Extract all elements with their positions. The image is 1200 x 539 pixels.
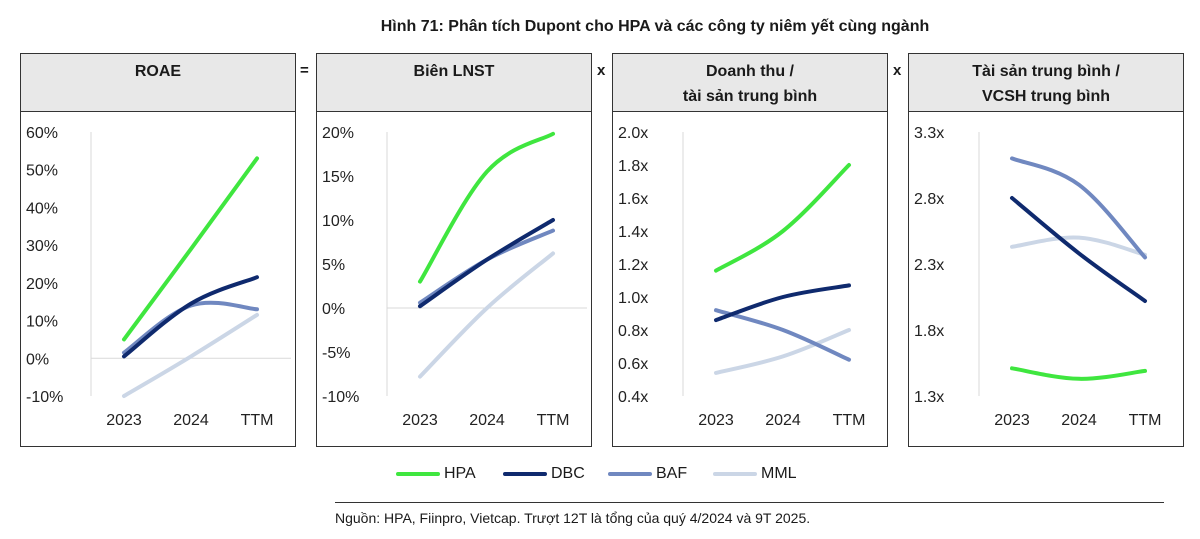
y-tick-label: 10% — [322, 213, 354, 230]
legend-label: HPA — [444, 465, 476, 482]
y-tick-label: 1.4x — [618, 224, 648, 241]
legend-swatch — [608, 472, 652, 476]
y-tick-label: 1.3x — [914, 389, 944, 406]
figure-title: Hình 71: Phân tích Dupont cho HPA và các… — [380, 18, 930, 35]
legend-item-mml: MML — [713, 462, 797, 486]
legend-item-dbc: DBC — [503, 462, 585, 486]
y-tick-label: -10% — [26, 389, 63, 406]
legend-item-hpa: HPA — [396, 462, 476, 486]
leverage-panel: Tài sản trung bình / VCSH trung bình 3.3… — [908, 53, 1184, 447]
y-tick-label: 5% — [322, 257, 345, 274]
net-margin-panel: Biên LNST 20% 15% 10% 5% 0% -5% -10% 2023 2024 TT… — [316, 53, 592, 447]
y-tick-label: 1.8x — [914, 323, 944, 340]
asset-turnover-chart: 2.0x 1.8x 1.6x 1.4x 1.2x 1.0x 0.8x 0.6x 0.4x 2023… — [618, 125, 866, 429]
x-tick-label: 2024 — [469, 412, 505, 429]
y-tick-label: 3.3x — [914, 125, 944, 142]
legend-label: BAF — [656, 465, 688, 482]
x-tick-label: 2023 — [402, 412, 438, 429]
series-line-hpa — [1010, 366, 1147, 381]
leverage-chart: 3.3x 2.8x 2.3x 1.8x 1.3x 2023 2024 TTM — [914, 125, 1162, 429]
roae-panel: ROAE 60% 50% 40% 30% 20% 10% 0% -10% 2023 2024 TTM — [20, 53, 296, 447]
x-tick-label: TTM — [833, 412, 866, 429]
x-tick-label: 2024 — [765, 412, 801, 429]
y-tick-label: 1.8x — [618, 158, 648, 175]
panel-title: Doanh thu / tài sản trung bình — [613, 54, 887, 112]
legend-swatch — [503, 472, 547, 476]
y-tick-label: 0.6x — [618, 356, 648, 373]
y-tick-label: 50% — [26, 163, 58, 180]
y-tick-label: 1.6x — [618, 191, 648, 208]
panel-title: Tài sản trung bình / VCSH trung bình — [909, 54, 1183, 112]
series-line-dbc — [714, 283, 851, 323]
series-line-hpa — [418, 131, 555, 284]
y-tick-label: 1.0x — [618, 290, 648, 307]
x-tick-label: 2023 — [698, 412, 734, 429]
legend-swatch — [713, 472, 757, 476]
x-tick-label: TTM — [1129, 412, 1162, 429]
series-line-baf — [1010, 156, 1147, 260]
y-tick-label: 0.4x — [618, 389, 648, 406]
asset-turnover-panel: Doanh thu / tài sản trung bình 2.0x 1.8x 1… — [612, 53, 888, 447]
x-tick-label: TTM — [537, 412, 570, 429]
series-line-mml — [418, 251, 555, 379]
y-tick-label: 0.8x — [618, 323, 648, 340]
multiply-operator: x — [893, 62, 902, 79]
legend-item-baf: BAF — [608, 462, 687, 486]
panel-title: Biên LNST — [317, 54, 591, 112]
x-tick-label: 2023 — [106, 412, 142, 429]
series-line-hpa — [714, 163, 851, 273]
y-tick-label: 2.0x — [618, 125, 648, 142]
series-line-dbc — [122, 275, 259, 359]
equals-operator: = — [300, 62, 309, 79]
y-tick-label: -10% — [322, 389, 359, 406]
series-line-baf — [714, 308, 851, 362]
legend-label: DBC — [551, 465, 585, 482]
y-tick-label: -5% — [322, 345, 350, 362]
y-tick-label: 10% — [26, 314, 58, 331]
legend-label: MML — [761, 465, 797, 482]
source-note: Nguồn: HPA, Fiinpro, Vietcap. Trượt 12T … — [335, 510, 811, 526]
series-line-mml — [714, 328, 851, 375]
source-divider — [335, 502, 1164, 503]
legend-swatch — [396, 472, 440, 476]
x-tick-label: 2024 — [173, 412, 209, 429]
multiply-operator: x — [597, 62, 606, 79]
y-tick-label: 2.3x — [914, 257, 944, 274]
roae-chart: 60% 50% 40% 30% 20% 10% 0% -10% 2023 2024 TTM — [26, 125, 291, 429]
series-line-mml — [1010, 235, 1147, 257]
y-tick-label: 30% — [26, 238, 58, 255]
x-tick-label: TTM — [241, 412, 274, 429]
series-line-hpa — [122, 156, 259, 342]
x-tick-label: 2023 — [994, 412, 1030, 429]
y-tick-label: 1.2x — [618, 257, 648, 274]
y-tick-label: 20% — [26, 276, 58, 293]
y-tick-label: 0% — [322, 301, 345, 318]
x-tick-label: 2024 — [1061, 412, 1097, 429]
y-tick-label: 40% — [26, 200, 58, 217]
y-tick-label: 60% — [26, 125, 58, 142]
series-line-dbc — [418, 218, 555, 309]
series-line-mml — [122, 312, 259, 398]
net-margin-chart: 20% 15% 10% 5% 0% -5% -10% 2023 2024 TTM — [322, 125, 587, 429]
panel-title: ROAE — [21, 54, 295, 112]
series-line-dbc — [1010, 196, 1147, 303]
y-tick-label: 2.8x — [914, 191, 944, 208]
y-tick-label: 20% — [322, 125, 354, 142]
y-tick-label: 15% — [322, 169, 354, 186]
y-tick-label: 0% — [26, 351, 49, 368]
